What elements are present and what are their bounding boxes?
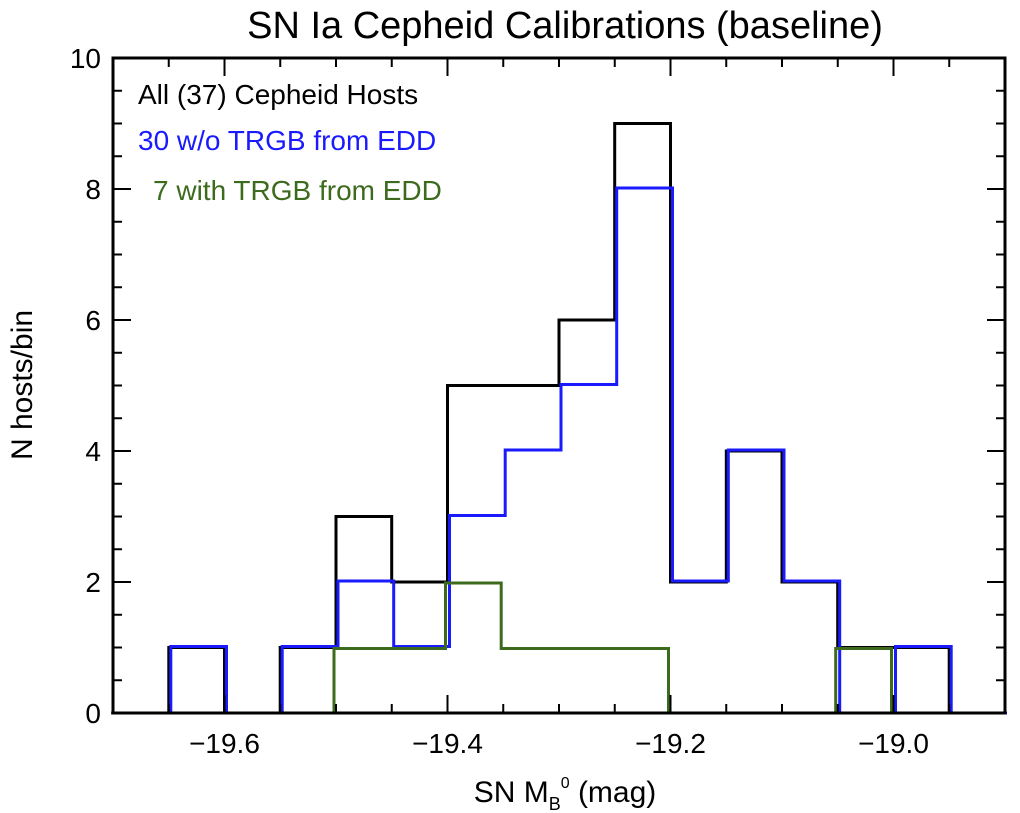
chart-title: SN Ia Cepheid Calibrations (baseline): [247, 5, 883, 47]
x-tick-label: −19.2: [635, 728, 706, 759]
plot-frame: [111, 56, 1007, 715]
y-axis-label: N hosts/bin: [6, 310, 39, 460]
y-tick-label: 10: [70, 43, 101, 74]
y-tick-label: 8: [85, 174, 101, 205]
x-tick-label: −19.4: [412, 728, 483, 759]
legend-entry-without-trgb: 30 w/o TRGB from EDD: [138, 125, 436, 156]
histogram-series-2: [111, 581, 1003, 715]
histogram-series-1: [115, 186, 1007, 715]
y-tick-label: 6: [85, 305, 101, 336]
x-axis-label: SN MB0 (mag): [474, 775, 657, 813]
x-tick-label: −19.6: [189, 728, 260, 759]
y-tick-label: 2: [85, 567, 101, 598]
legend: All (37) Cepheid Hosts 30 w/o TRGB from …: [138, 79, 442, 206]
histogram-series-0: [113, 122, 1005, 715]
y-tick-label: 4: [85, 436, 101, 467]
x-tick-label: −19.0: [858, 728, 929, 759]
legend-entry-with-trgb: 7 with TRGB from EDD: [153, 175, 442, 206]
legend-entry-all-hosts: All (37) Cepheid Hosts: [138, 79, 418, 110]
y-tick-label: 0: [85, 698, 101, 729]
